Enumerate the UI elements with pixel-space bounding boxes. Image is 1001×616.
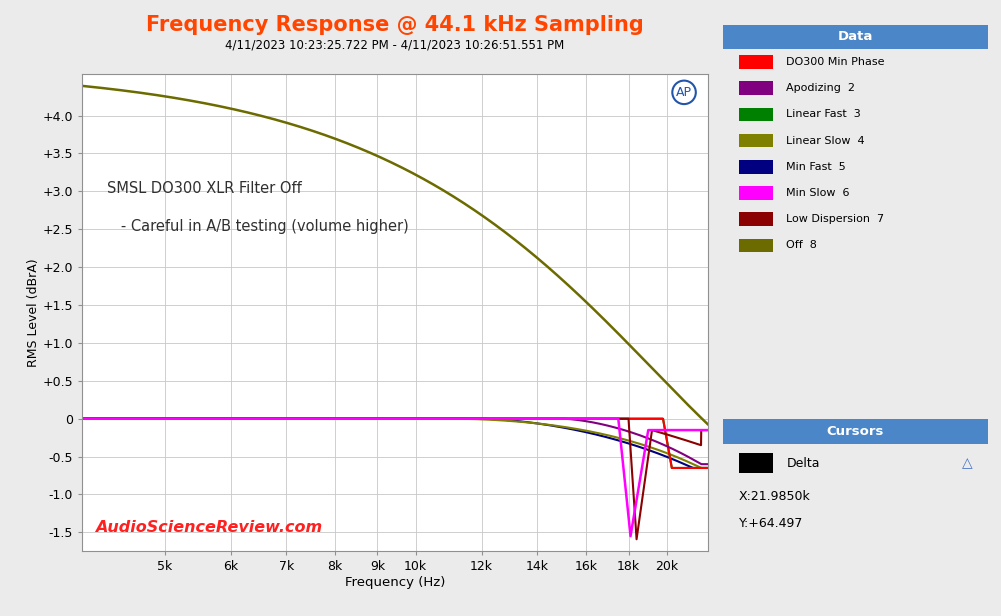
Bar (739, 134, 773, 147)
Bar (723, 419, 988, 444)
X-axis label: Frequency (Hz): Frequency (Hz) (344, 576, 445, 589)
Text: △: △ (961, 456, 972, 470)
Text: 4/11/2023 10:23:25.722 PM - 4/11/2023 10:26:51.551 PM: 4/11/2023 10:23:25.722 PM - 4/11/2023 10… (225, 38, 565, 51)
Text: Off  8: Off 8 (787, 240, 817, 250)
Text: Min Fast  5: Min Fast 5 (787, 162, 846, 172)
Text: Min Slow  6: Min Slow 6 (787, 188, 850, 198)
Bar (739, 160, 773, 174)
Text: SMSL DO300 XLR Filter Off: SMSL DO300 XLR Filter Off (107, 181, 302, 197)
Text: - Careful in A/B testing (volume higher): - Careful in A/B testing (volume higher) (107, 219, 408, 235)
Text: Low Dispersion  7: Low Dispersion 7 (787, 214, 885, 224)
Bar (739, 81, 773, 95)
Text: Linear Fast  3: Linear Fast 3 (787, 110, 861, 120)
Bar (739, 238, 773, 252)
Text: Delta: Delta (787, 456, 820, 470)
Text: DO300 Min Phase: DO300 Min Phase (787, 57, 885, 67)
Bar (739, 453, 773, 473)
Text: Frequency Response @ 44.1 kHz Sampling: Frequency Response @ 44.1 kHz Sampling (146, 15, 644, 35)
Text: Y:+64.497: Y:+64.497 (739, 517, 803, 530)
Text: Data: Data (838, 30, 873, 44)
Bar (723, 25, 988, 49)
Bar (739, 108, 773, 121)
Text: AP: AP (676, 86, 692, 99)
Bar (739, 213, 773, 226)
Bar (739, 55, 773, 69)
Text: Cursors: Cursors (827, 424, 884, 438)
Bar (739, 186, 773, 200)
Y-axis label: RMS Level (dBrA): RMS Level (dBrA) (27, 258, 40, 367)
Text: X:21.9850k: X:21.9850k (739, 490, 811, 503)
Text: Apodizing  2: Apodizing 2 (787, 83, 856, 93)
Text: Linear Slow  4: Linear Slow 4 (787, 136, 865, 145)
Text: AudioScienceReview.com: AudioScienceReview.com (95, 521, 321, 535)
